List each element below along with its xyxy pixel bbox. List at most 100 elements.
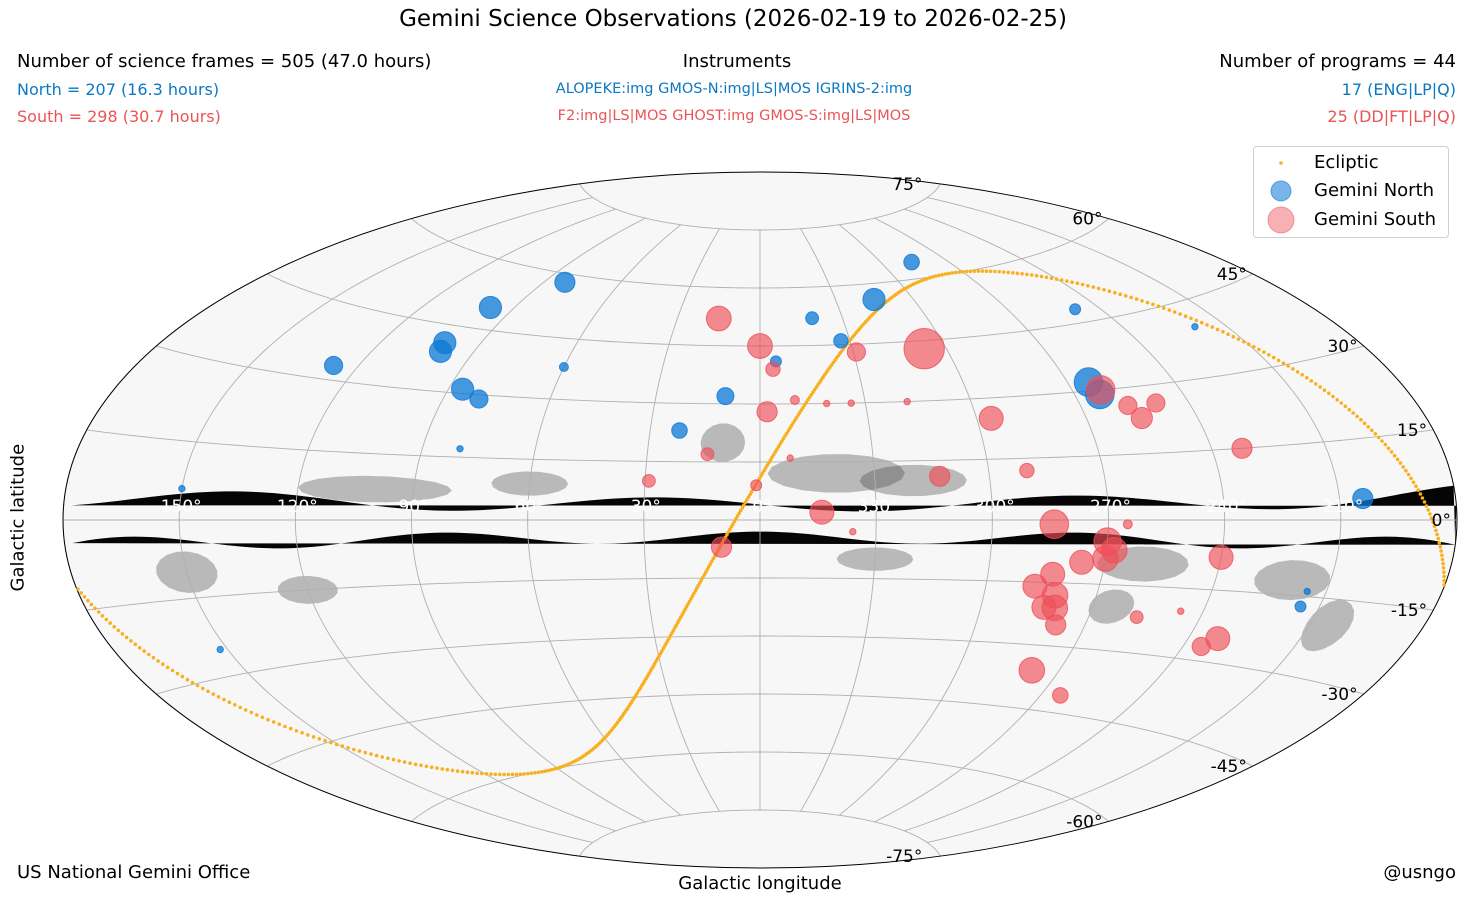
ecliptic-point [243, 708, 248, 712]
ecliptic-point [1440, 553, 1444, 558]
ecliptic-point [222, 697, 226, 702]
ecliptic-point [1428, 512, 1432, 516]
ecliptic-point [498, 772, 502, 777]
ecliptic-point [294, 729, 299, 733]
ecliptic-point [1183, 314, 1188, 319]
ecliptic-point [1162, 306, 1166, 310]
ecliptic-point [352, 747, 356, 752]
ecliptic-point [658, 651, 663, 656]
ecliptic-point [120, 632, 125, 636]
ecliptic-point [1276, 358, 1281, 363]
y-tick-label: -60° [1066, 812, 1102, 832]
south-observation-point [847, 399, 855, 407]
ecliptic-point [953, 270, 958, 275]
ecliptic-point [698, 581, 702, 585]
north-observation-point [178, 484, 186, 493]
ecliptic-point [402, 760, 407, 764]
dust-cloud [1088, 589, 1135, 624]
ecliptic-point [1096, 286, 1101, 291]
ecliptic-point [1080, 282, 1085, 287]
ecliptic-point [1331, 394, 1335, 399]
ecliptic-point [1236, 337, 1241, 341]
galactic-plane-band [71, 485, 1457, 549]
ecliptic-point [729, 524, 734, 529]
ecliptic-point [968, 269, 973, 274]
ecliptic-point [678, 615, 683, 620]
ecliptic-point [175, 671, 180, 676]
ecliptic-point [170, 668, 175, 673]
north-observation-point [1303, 587, 1311, 596]
legend-south: Gemini South [1254, 206, 1448, 234]
ecliptic-point [413, 762, 418, 767]
frames-south: South = 298 (30.7 hours) [17, 107, 221, 126]
ecliptic-point [558, 765, 563, 769]
ecliptic-point [201, 686, 205, 691]
x-tick-label: 150° [161, 497, 202, 517]
ecliptic-point [546, 768, 551, 773]
ecliptic-point [1442, 574, 1446, 579]
ecliptic-point [1210, 325, 1215, 329]
ecliptic-point [277, 722, 282, 726]
north-observation-point [805, 311, 819, 326]
ecliptic-point [450, 768, 455, 773]
ecliptic-point [1107, 289, 1112, 294]
south-observation-point [978, 405, 1004, 431]
ecliptic-point [346, 746, 350, 750]
north-observation-point [216, 645, 224, 654]
south-observation-point [789, 395, 800, 405]
ecliptic-point [806, 398, 810, 402]
ecliptic-point [922, 277, 926, 282]
ecliptic-point [522, 772, 526, 776]
map-border [62, 171, 1458, 869]
dust-cloud [1254, 560, 1330, 601]
ecliptic-point [1151, 302, 1155, 307]
ecliptic-point [1300, 373, 1304, 377]
ecliptic-point [89, 602, 94, 607]
instruments-south: F2:img|LS|MOS GHOST:img GMOS-S:img|LS|MO… [557, 108, 911, 124]
ecliptic-point [1065, 279, 1069, 283]
x-tick-label: 240° [1206, 497, 1247, 517]
ecliptic-point [1383, 442, 1388, 447]
ecliptic-point [811, 390, 815, 395]
ecliptic-point [742, 503, 746, 508]
ecliptic-point [1434, 528, 1438, 533]
legend-ecliptic: Ecliptic [1254, 149, 1448, 177]
ecliptic-point [100, 614, 105, 618]
ecliptic-point [1406, 472, 1411, 477]
ecliptic-point [1070, 280, 1074, 285]
ecliptic-point [502, 772, 506, 777]
ecliptic-point [1145, 300, 1150, 305]
north-observation-point [451, 377, 475, 401]
ecliptic-point [683, 607, 687, 612]
x-tick-label: 90° [398, 497, 428, 517]
south-observation-point [747, 333, 773, 359]
south-observation-point [756, 401, 778, 423]
ecliptic-point [743, 500, 748, 505]
ecliptic-point [317, 737, 322, 741]
south-observation-point [1019, 462, 1035, 479]
x-tick-label: 330° [858, 497, 899, 517]
x-tick-label: 300° [974, 497, 1015, 517]
south-observation-point [700, 447, 715, 462]
ecliptic-point [690, 594, 695, 598]
ecliptic-point [1386, 446, 1391, 451]
ecliptic-point [1305, 376, 1309, 380]
ecliptic-point [928, 276, 932, 280]
ecliptic-point [484, 772, 489, 776]
longitude-line [927, 197, 1342, 843]
ecliptic-point [919, 279, 923, 283]
ecliptic-point [1339, 401, 1344, 405]
ecliptic-point [206, 689, 210, 694]
longitude-line [411, 217, 646, 823]
ecliptic-point [529, 771, 534, 776]
ecliptic-point [161, 662, 165, 666]
ecliptic-point [1392, 453, 1397, 458]
legend-north-marker [1270, 180, 1292, 202]
south-observation-point [765, 361, 781, 377]
ecliptic-point [696, 583, 701, 588]
south-observation-point [1177, 607, 1185, 615]
ecliptic-point [1416, 488, 1420, 492]
legend: Ecliptic Gemini North Gemini South [1253, 146, 1449, 238]
ecliptic-point [329, 740, 333, 745]
ecliptic-point [1271, 355, 1276, 360]
